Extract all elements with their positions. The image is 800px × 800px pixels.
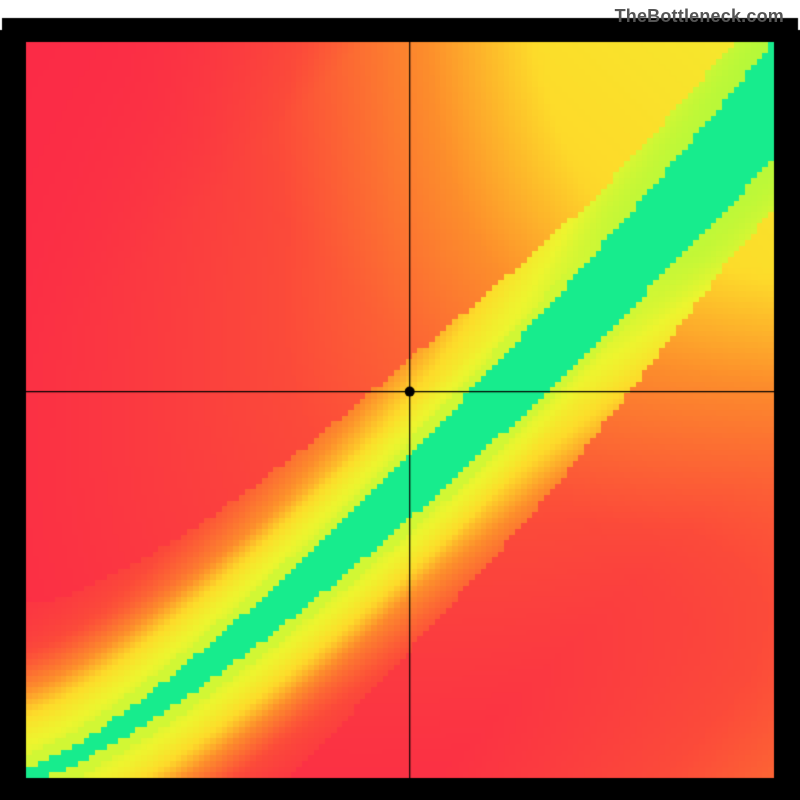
bottleneck-heatmap <box>0 0 800 800</box>
watermark-text: TheBottleneck.com <box>615 6 784 27</box>
chart-container: { "watermark": { "text": "TheBottleneck.… <box>0 0 800 800</box>
